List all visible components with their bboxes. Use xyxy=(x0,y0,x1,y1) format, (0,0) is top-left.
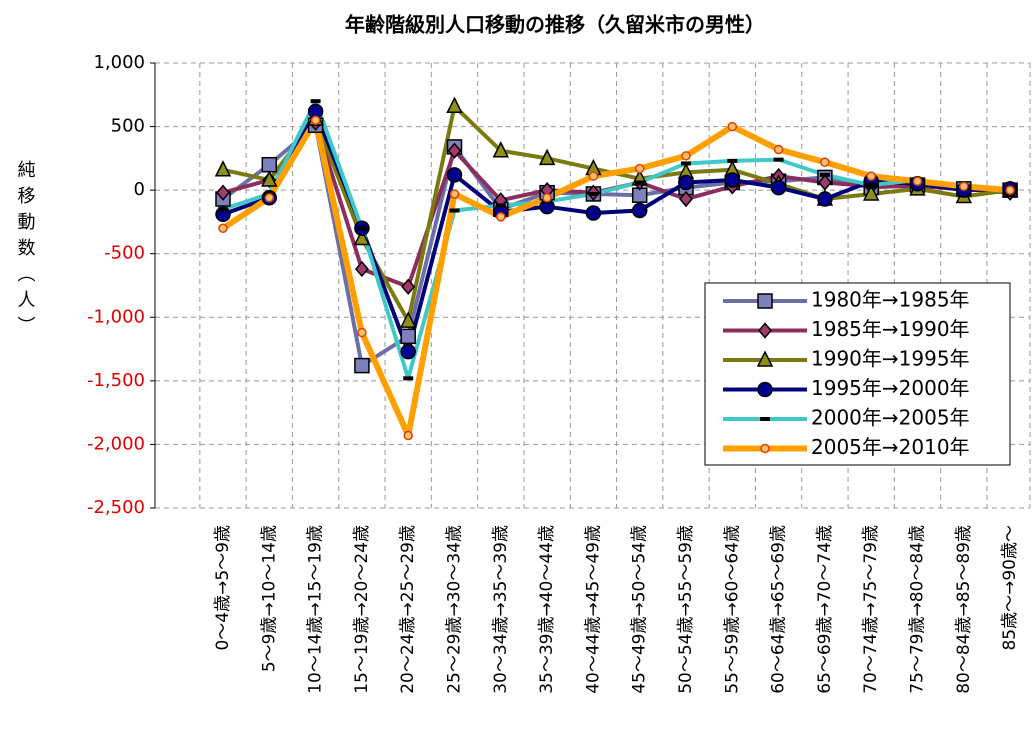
marker xyxy=(449,189,460,199)
y-tick-label: -1,000 xyxy=(87,306,145,327)
marker xyxy=(357,327,367,338)
marker xyxy=(447,142,462,159)
marker xyxy=(354,260,369,278)
y-tick-label: -500 xyxy=(104,243,145,264)
marker xyxy=(538,148,556,166)
marker xyxy=(681,151,691,161)
marker xyxy=(399,311,417,328)
marker xyxy=(492,141,510,158)
marker xyxy=(1005,185,1015,195)
legend-label: 2000年→2005年 xyxy=(811,406,970,430)
marker xyxy=(218,207,228,212)
marker xyxy=(912,176,923,186)
legend-label: 1980年→1985年 xyxy=(811,288,970,312)
marker xyxy=(820,157,830,167)
marker xyxy=(542,193,552,203)
marker xyxy=(588,171,599,181)
marker xyxy=(634,163,645,174)
x-tick-label: 5～9歳→10～14歳 xyxy=(259,525,279,672)
x-tick-label: 10～14歳→15～19歳 xyxy=(306,525,326,694)
y-tick-label: -1,500 xyxy=(87,370,145,391)
legend-marker xyxy=(760,443,770,454)
x-tick-label: 15～19歳→20～24歳 xyxy=(352,525,372,694)
x-tick-label: 60～64歳→65～69歳 xyxy=(769,525,789,694)
marker xyxy=(866,171,876,181)
legend-marker xyxy=(757,381,773,398)
x-tick-label: 50～54歳→55～59歳 xyxy=(676,525,696,694)
legend-label: 1990年→1995年 xyxy=(811,347,970,371)
x-tick-label: 55～59歳→60～64歳 xyxy=(722,525,742,694)
marker xyxy=(631,202,648,219)
marker xyxy=(403,376,414,381)
legend-label: 1995年→2000年 xyxy=(811,376,970,400)
marker xyxy=(679,190,693,208)
marker xyxy=(727,158,738,163)
x-tick-label: 30～34歳→35～39歳 xyxy=(491,525,511,694)
marker xyxy=(216,184,230,201)
marker xyxy=(354,357,370,374)
x-tick-label: 20～24歳→25～29歳 xyxy=(398,525,418,694)
marker xyxy=(866,183,877,188)
x-tick-label: 80～84歳→85～89歳 xyxy=(954,525,974,694)
marker xyxy=(817,191,833,207)
x-tick-label: 0～4歳→5～9歳 xyxy=(213,525,233,651)
x-tick-label: 25～29歳→30～34歳 xyxy=(445,525,465,694)
marker xyxy=(862,184,880,201)
marker xyxy=(495,203,506,208)
marker xyxy=(401,278,416,295)
marker xyxy=(400,328,416,345)
y-axis-label: 純移動数（人） xyxy=(15,160,36,342)
y-tick-label: -2,500 xyxy=(87,497,145,518)
marker xyxy=(400,343,416,360)
marker xyxy=(634,180,645,185)
marker xyxy=(773,157,784,162)
marker xyxy=(773,144,784,155)
x-tick-label: 75～79歳→80～84歳 xyxy=(908,525,928,694)
marker xyxy=(264,193,275,203)
marker xyxy=(214,160,232,177)
marker xyxy=(588,191,599,196)
marker xyxy=(449,208,460,213)
marker xyxy=(446,167,463,183)
y-tick-label: 1,000 xyxy=(93,52,145,73)
marker xyxy=(681,161,691,166)
y-tick-label: 500 xyxy=(111,116,145,137)
marker xyxy=(446,96,463,113)
marker xyxy=(727,121,738,132)
x-tick-label: 65～69歳→70～74歳 xyxy=(815,525,835,694)
marker xyxy=(403,430,413,441)
marker xyxy=(724,172,741,188)
chart-title: 年齢階級別人口移動の推移（久留米市の男性） xyxy=(345,13,765,37)
legend-label: 1985年→1990年 xyxy=(811,317,970,341)
y-tick-label: 0 xyxy=(134,179,145,200)
marker xyxy=(819,172,830,177)
x-tick-label: 85歳～→90歳～ xyxy=(1000,525,1020,651)
x-tick-label: 70～74歳→75～79歳 xyxy=(861,525,881,694)
marker xyxy=(310,99,321,104)
legend-marker xyxy=(757,293,773,309)
marker xyxy=(261,156,278,173)
marker xyxy=(678,174,694,191)
legend-marker xyxy=(758,322,772,339)
marker xyxy=(310,115,321,125)
legend-label: 2005年→2010年 xyxy=(811,435,970,459)
marker xyxy=(770,179,787,196)
x-tick-label: 45～49歳→50～54歳 xyxy=(630,525,650,694)
marker xyxy=(496,212,506,222)
series-line xyxy=(221,117,1011,439)
marker xyxy=(959,181,969,192)
x-tick-label: 40～44歳→45～49歳 xyxy=(583,525,603,694)
marker xyxy=(261,170,278,187)
marker xyxy=(353,228,371,246)
marker xyxy=(218,223,228,234)
legend-marker xyxy=(756,350,774,367)
legend-box xyxy=(704,282,1011,466)
legend-marker xyxy=(760,417,770,421)
marker xyxy=(585,205,602,221)
x-tick-label: 35～39歳→40～44歳 xyxy=(537,525,557,694)
marker xyxy=(356,226,367,231)
y-tick-label: -2,000 xyxy=(87,433,145,454)
